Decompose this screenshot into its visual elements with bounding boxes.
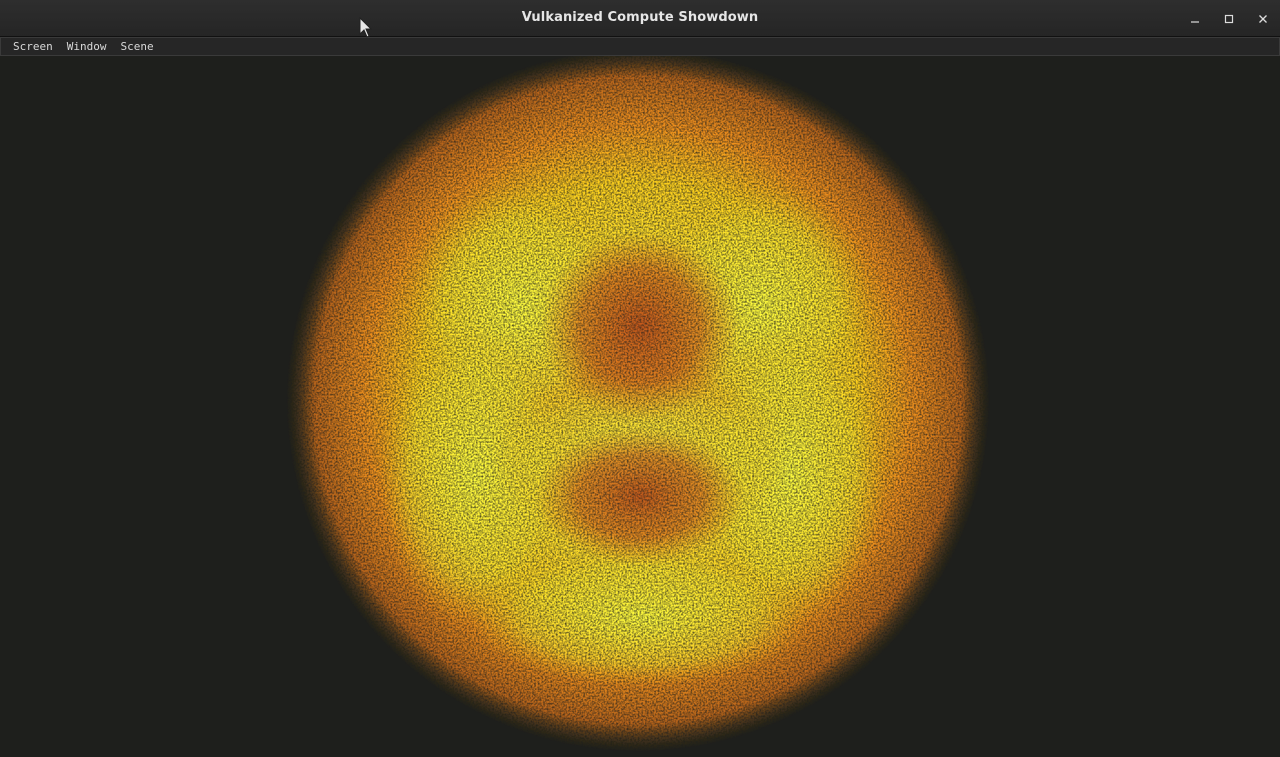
- menu-window[interactable]: Window: [66, 40, 107, 53]
- minimize-icon: [1190, 14, 1200, 24]
- maximize-icon: [1224, 14, 1234, 24]
- title-bar[interactable]: Vulkanized Compute Showdown: [0, 0, 1280, 37]
- menu-scene[interactable]: Scene: [120, 40, 154, 53]
- window-title: Vulkanized Compute Showdown: [521, 10, 759, 25]
- window-controls: [1178, 0, 1280, 37]
- menu-bar: Screen Window Scene: [0, 37, 1280, 56]
- close-button[interactable]: [1246, 0, 1280, 37]
- minimize-button[interactable]: [1178, 0, 1212, 37]
- close-icon: [1258, 14, 1268, 24]
- mouse-cursor-icon: [359, 16, 373, 39]
- maximize-button[interactable]: [1212, 0, 1246, 37]
- particle-sphere: [286, 56, 990, 752]
- render-viewport[interactable]: [0, 56, 1280, 757]
- menu-screen[interactable]: Screen: [13, 40, 53, 53]
